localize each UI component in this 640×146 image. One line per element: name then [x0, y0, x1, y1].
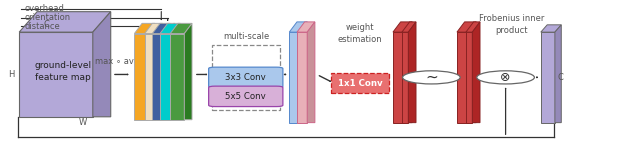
Polygon shape — [147, 23, 155, 120]
FancyBboxPatch shape — [393, 32, 404, 123]
Text: Frobenius inner
product: Frobenius inner product — [479, 14, 545, 35]
Polygon shape — [300, 22, 307, 123]
Polygon shape — [184, 23, 192, 120]
FancyBboxPatch shape — [466, 32, 472, 123]
Polygon shape — [152, 23, 170, 34]
FancyBboxPatch shape — [297, 32, 307, 123]
Text: orientation: orientation — [24, 13, 70, 22]
Polygon shape — [289, 22, 307, 32]
Circle shape — [477, 71, 534, 84]
Circle shape — [403, 71, 460, 84]
Polygon shape — [173, 23, 180, 120]
Polygon shape — [160, 23, 180, 34]
Polygon shape — [297, 22, 315, 32]
Text: weight
estimation: weight estimation — [337, 23, 382, 44]
Polygon shape — [468, 22, 476, 123]
Text: 3x3 Conv: 3x3 Conv — [225, 73, 266, 82]
Polygon shape — [134, 23, 155, 34]
Polygon shape — [408, 22, 416, 123]
Text: multi-scale: multi-scale — [223, 32, 269, 41]
Polygon shape — [155, 23, 163, 120]
FancyBboxPatch shape — [209, 86, 283, 107]
FancyBboxPatch shape — [134, 34, 147, 120]
FancyBboxPatch shape — [331, 73, 389, 93]
Text: H: H — [8, 70, 15, 79]
Polygon shape — [393, 22, 412, 32]
FancyBboxPatch shape — [209, 67, 283, 88]
FancyBboxPatch shape — [152, 34, 163, 120]
Polygon shape — [93, 12, 111, 117]
Polygon shape — [555, 25, 561, 123]
Polygon shape — [466, 22, 480, 32]
Text: C: C — [557, 73, 563, 82]
Text: 5x5 Conv: 5x5 Conv — [225, 92, 266, 101]
FancyBboxPatch shape — [457, 32, 468, 123]
Text: C: C — [44, 20, 50, 29]
FancyBboxPatch shape — [19, 32, 93, 117]
FancyBboxPatch shape — [170, 34, 184, 120]
Text: distance: distance — [24, 22, 60, 31]
Polygon shape — [145, 23, 163, 34]
Text: ~: ~ — [425, 69, 438, 84]
FancyBboxPatch shape — [541, 32, 555, 123]
Polygon shape — [402, 22, 416, 32]
Text: 1x1 Conv: 1x1 Conv — [338, 79, 382, 88]
FancyBboxPatch shape — [145, 34, 155, 120]
FancyBboxPatch shape — [289, 32, 300, 123]
Text: max ∘ avg: max ∘ avg — [95, 57, 139, 66]
Polygon shape — [19, 12, 111, 32]
Polygon shape — [163, 23, 170, 120]
Text: ground-level
feature map: ground-level feature map — [35, 61, 92, 82]
Polygon shape — [170, 23, 192, 34]
Polygon shape — [472, 22, 480, 123]
Text: ⊗: ⊗ — [500, 71, 511, 84]
Text: overhead: overhead — [24, 4, 64, 13]
Polygon shape — [541, 25, 561, 32]
Polygon shape — [457, 22, 476, 32]
Polygon shape — [307, 22, 315, 123]
Polygon shape — [404, 22, 412, 123]
FancyBboxPatch shape — [160, 34, 173, 120]
FancyBboxPatch shape — [402, 32, 408, 123]
Text: W: W — [79, 118, 87, 127]
